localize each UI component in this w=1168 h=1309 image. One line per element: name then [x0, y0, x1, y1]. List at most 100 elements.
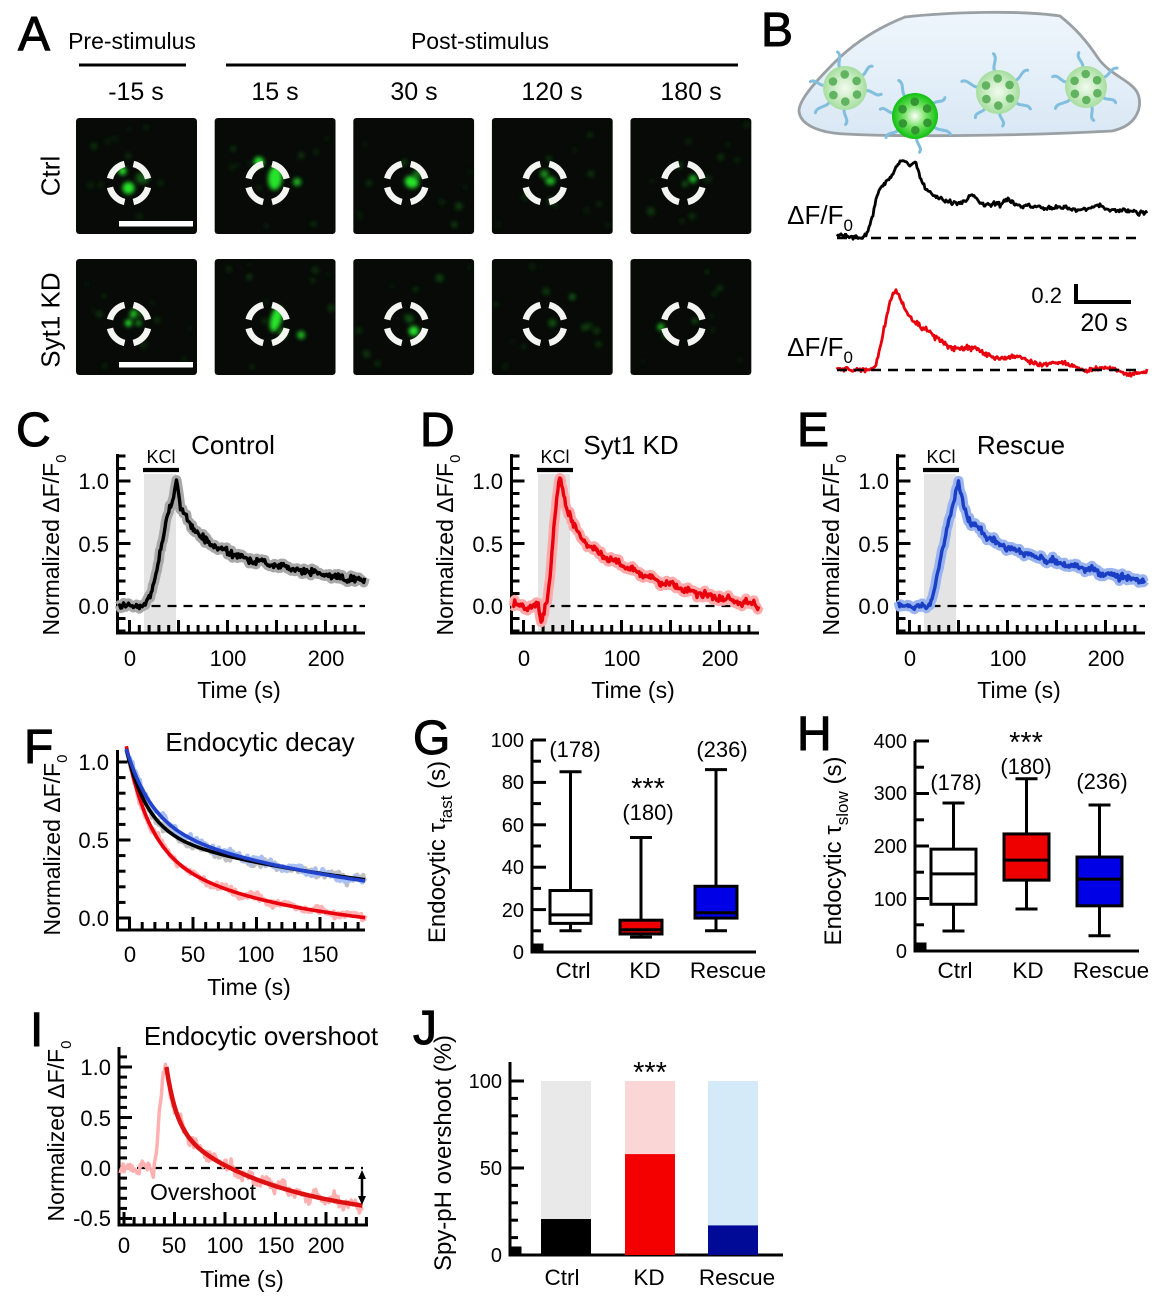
- svg-text:Time (s): Time (s): [591, 677, 674, 703]
- svg-text:100: 100: [604, 646, 641, 671]
- svg-text:ΔF/F0: ΔF/F0: [787, 332, 853, 367]
- svg-text:KCl: KCl: [540, 447, 569, 467]
- svg-text:0.5: 0.5: [78, 828, 109, 853]
- svg-text:H: H: [797, 708, 832, 761]
- svg-text:Time (s): Time (s): [207, 974, 290, 1000]
- svg-text:0.5: 0.5: [80, 1106, 111, 1131]
- svg-text:200: 200: [308, 1233, 345, 1258]
- svg-text:20 s: 20 s: [1080, 309, 1127, 337]
- svg-text:-15 s: -15 s: [108, 78, 164, 106]
- svg-text:200: 200: [308, 646, 345, 671]
- svg-text:1.0: 1.0: [472, 469, 503, 494]
- svg-text:80: 80: [502, 772, 524, 794]
- svg-text:ΔF/F0: ΔF/F0: [787, 200, 853, 235]
- svg-text:20: 20: [502, 900, 524, 922]
- svg-text:J: J: [413, 1002, 437, 1055]
- svg-text:0: 0: [118, 1233, 130, 1258]
- svg-text:Time (s): Time (s): [977, 677, 1060, 703]
- svg-text:0.0: 0.0: [78, 594, 109, 619]
- svg-text:-0.5: -0.5: [73, 1206, 111, 1231]
- svg-text:200: 200: [702, 646, 739, 671]
- svg-text:Pre-stimulus: Pre-stimulus: [68, 28, 196, 54]
- svg-text:200: 200: [1088, 646, 1125, 671]
- svg-text:Rescue: Rescue: [690, 958, 766, 983]
- svg-text:0: 0: [513, 942, 524, 964]
- svg-text:G: G: [413, 712, 450, 765]
- svg-text:Overshoot: Overshoot: [150, 1179, 257, 1205]
- svg-text:0.5: 0.5: [858, 532, 889, 557]
- svg-text:C: C: [16, 404, 51, 457]
- svg-text:Ctrl: Ctrl: [938, 958, 973, 983]
- svg-text:50: 50: [162, 1233, 186, 1258]
- svg-text:180 s: 180 s: [660, 78, 721, 106]
- svg-text:I: I: [30, 1004, 43, 1057]
- svg-text:100: 100: [491, 730, 524, 752]
- svg-text:40: 40: [502, 857, 524, 879]
- svg-text:(178): (178): [930, 770, 981, 795]
- svg-text:1.0: 1.0: [78, 469, 109, 494]
- svg-text:0.0: 0.0: [858, 594, 889, 619]
- svg-text:0: 0: [491, 1245, 502, 1267]
- svg-text:E: E: [797, 404, 829, 457]
- svg-text:D: D: [420, 404, 455, 457]
- svg-text:(180): (180): [1000, 754, 1051, 779]
- svg-text:Rescue: Rescue: [699, 1265, 775, 1290]
- svg-text:Endocytic τfast (s): Endocytic τfast (s): [424, 761, 456, 943]
- svg-text:F: F: [24, 721, 53, 774]
- svg-text:15 s: 15 s: [251, 78, 298, 106]
- svg-text:***: ***: [1009, 727, 1043, 759]
- svg-text:100: 100: [990, 646, 1027, 671]
- svg-text:100: 100: [874, 889, 907, 911]
- svg-text:0.0: 0.0: [80, 1156, 111, 1181]
- svg-text:0: 0: [904, 646, 916, 671]
- svg-text:Ctrl: Ctrl: [545, 1265, 580, 1290]
- svg-text:0.0: 0.0: [472, 594, 503, 619]
- svg-text:1.0: 1.0: [858, 469, 889, 494]
- svg-text:B: B: [761, 4, 793, 57]
- svg-text:0: 0: [124, 646, 136, 671]
- svg-text:Rescue: Rescue: [1073, 958, 1149, 983]
- svg-text:KD: KD: [1012, 958, 1043, 983]
- svg-text:Ctrl: Ctrl: [556, 958, 591, 983]
- svg-text:Rescue: Rescue: [977, 430, 1065, 460]
- svg-text:Syt1 KD: Syt1 KD: [36, 272, 66, 367]
- svg-text:200: 200: [874, 836, 907, 858]
- svg-text:KCl: KCl: [146, 447, 175, 467]
- svg-text:0.2: 0.2: [1031, 283, 1062, 308]
- svg-text:***: ***: [633, 1057, 667, 1089]
- svg-text:60: 60: [502, 815, 524, 837]
- svg-text:Endocytic τslow (s): Endocytic τslow (s): [820, 757, 852, 946]
- svg-text:KD: KD: [629, 958, 660, 983]
- svg-text:400: 400: [874, 731, 907, 753]
- svg-text:300: 300: [874, 783, 907, 805]
- svg-text:Endocytic overshoot: Endocytic overshoot: [144, 1021, 379, 1051]
- svg-text:50: 50: [480, 1158, 502, 1180]
- svg-text:50: 50: [181, 942, 205, 967]
- svg-text:Endocytic decay: Endocytic decay: [165, 727, 354, 757]
- svg-text:(178): (178): [549, 737, 600, 762]
- svg-text:0: 0: [518, 646, 530, 671]
- svg-text:100: 100: [207, 1233, 244, 1258]
- svg-text:KCl: KCl: [926, 447, 955, 467]
- svg-text:(236): (236): [1076, 769, 1127, 794]
- svg-text:150: 150: [302, 942, 339, 967]
- svg-text:30 s: 30 s: [390, 78, 437, 106]
- svg-text:Post-stimulus: Post-stimulus: [411, 28, 549, 54]
- svg-text:Time (s): Time (s): [197, 677, 280, 703]
- svg-text:0.5: 0.5: [472, 532, 503, 557]
- svg-text:Time (s): Time (s): [200, 1266, 283, 1292]
- svg-text:0.5: 0.5: [78, 532, 109, 557]
- svg-text:0.0: 0.0: [78, 906, 109, 931]
- svg-text:1.0: 1.0: [80, 1055, 111, 1080]
- svg-text:A: A: [18, 8, 50, 61]
- svg-text:(236): (236): [696, 737, 747, 762]
- svg-text:120 s: 120 s: [521, 78, 582, 106]
- svg-text:(180): (180): [622, 800, 673, 825]
- svg-text:0: 0: [896, 941, 907, 963]
- svg-text:Control: Control: [191, 430, 275, 460]
- svg-text:100: 100: [210, 646, 247, 671]
- svg-text:100: 100: [469, 1071, 502, 1093]
- svg-text:Ctrl: Ctrl: [36, 156, 66, 196]
- svg-text:100: 100: [238, 942, 275, 967]
- svg-text:KD: KD: [633, 1265, 664, 1290]
